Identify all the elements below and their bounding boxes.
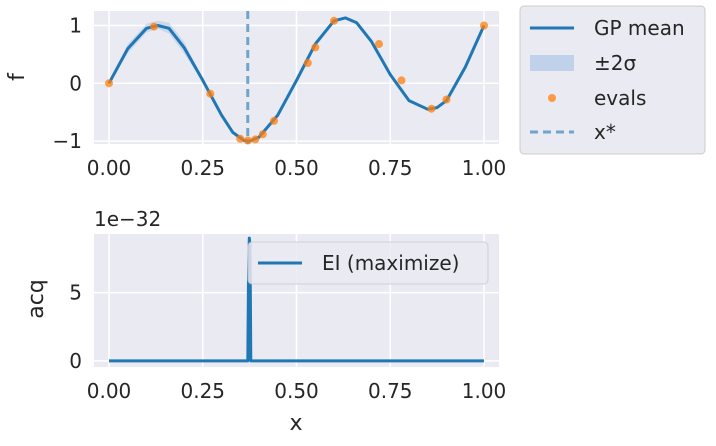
bottom-legend-box (247, 241, 489, 285)
uncertainty-band (109, 20, 203, 84)
legend-band-swatch (530, 55, 574, 71)
y-tick-label: 5 (69, 281, 82, 305)
top-plot-ticks: 0.00 0.25 0.50 0.75 1.00 −1 0 1 (53, 13, 507, 180)
eval-point (397, 76, 406, 85)
bottom-plot: 0.00 0.25 0.50 0.75 1.00 0 5 1e−32 acq x (24, 207, 506, 436)
bottom-offset-label: 1e−32 (94, 207, 161, 231)
eval-point (236, 134, 245, 143)
y-tick-label: 1 (69, 13, 82, 37)
eval-point (150, 22, 158, 31)
eval-point (243, 136, 252, 145)
legend-ei-label: EI (maximize) (322, 251, 459, 275)
eval-point (105, 79, 113, 88)
gp-mean-line (107, 16, 486, 143)
eval-point (270, 116, 278, 125)
eval-point (442, 95, 451, 104)
legend-gp-mean-label: GP mean (594, 16, 685, 40)
eval-point (330, 16, 338, 25)
eval-point (427, 104, 436, 113)
eval-point (303, 59, 312, 67)
legend-evals-marker (548, 94, 556, 102)
eval-point (375, 40, 383, 48)
x-tick-label: 0.50 (274, 379, 319, 403)
bottom-legend: EI (maximize) (247, 241, 489, 285)
x-tick-label: 0.75 (368, 379, 413, 403)
legend-evals-label: evals (594, 86, 646, 110)
x-tick-label: 0.00 (87, 379, 132, 403)
top-legend: GP mean ±2σ evals x* (519, 5, 706, 155)
x-tick-label: 1.00 (462, 379, 507, 403)
eval-point (311, 43, 320, 52)
legend-band-label: ±2σ (594, 51, 636, 75)
x-tick-label: 0.25 (180, 379, 225, 403)
x-tick-label: 0.00 (87, 156, 132, 180)
bottom-plot-data (109, 236, 484, 363)
ei-line (109, 236, 484, 363)
eval-point (480, 21, 488, 30)
bottom-plot-ticks: 0.00 0.25 0.50 0.75 1.00 0 5 (69, 281, 506, 403)
bottom-x-axis-label: x (289, 411, 302, 436)
top-plot: 0.00 0.25 0.50 0.75 1.00 −1 0 1 f (5, 11, 506, 180)
top-y-axis-label: f (5, 72, 30, 81)
bottom-y-axis-label: acq (24, 279, 49, 319)
x-tick-label: 0.25 (180, 156, 225, 180)
eval-point (206, 89, 215, 98)
eval-point (258, 130, 267, 139)
eval-point (251, 135, 260, 144)
y-tick-label: −1 (53, 129, 82, 153)
legend-xstar-label: x* (594, 120, 616, 144)
y-tick-label: 0 (69, 349, 82, 373)
x-tick-label: 0.50 (274, 156, 319, 180)
x-tick-label: 1.00 (462, 156, 507, 180)
top-legend-box (519, 5, 706, 155)
y-tick-label: 0 (69, 71, 82, 95)
x-tick-label: 0.75 (368, 156, 413, 180)
top-plot-data (105, 11, 488, 145)
